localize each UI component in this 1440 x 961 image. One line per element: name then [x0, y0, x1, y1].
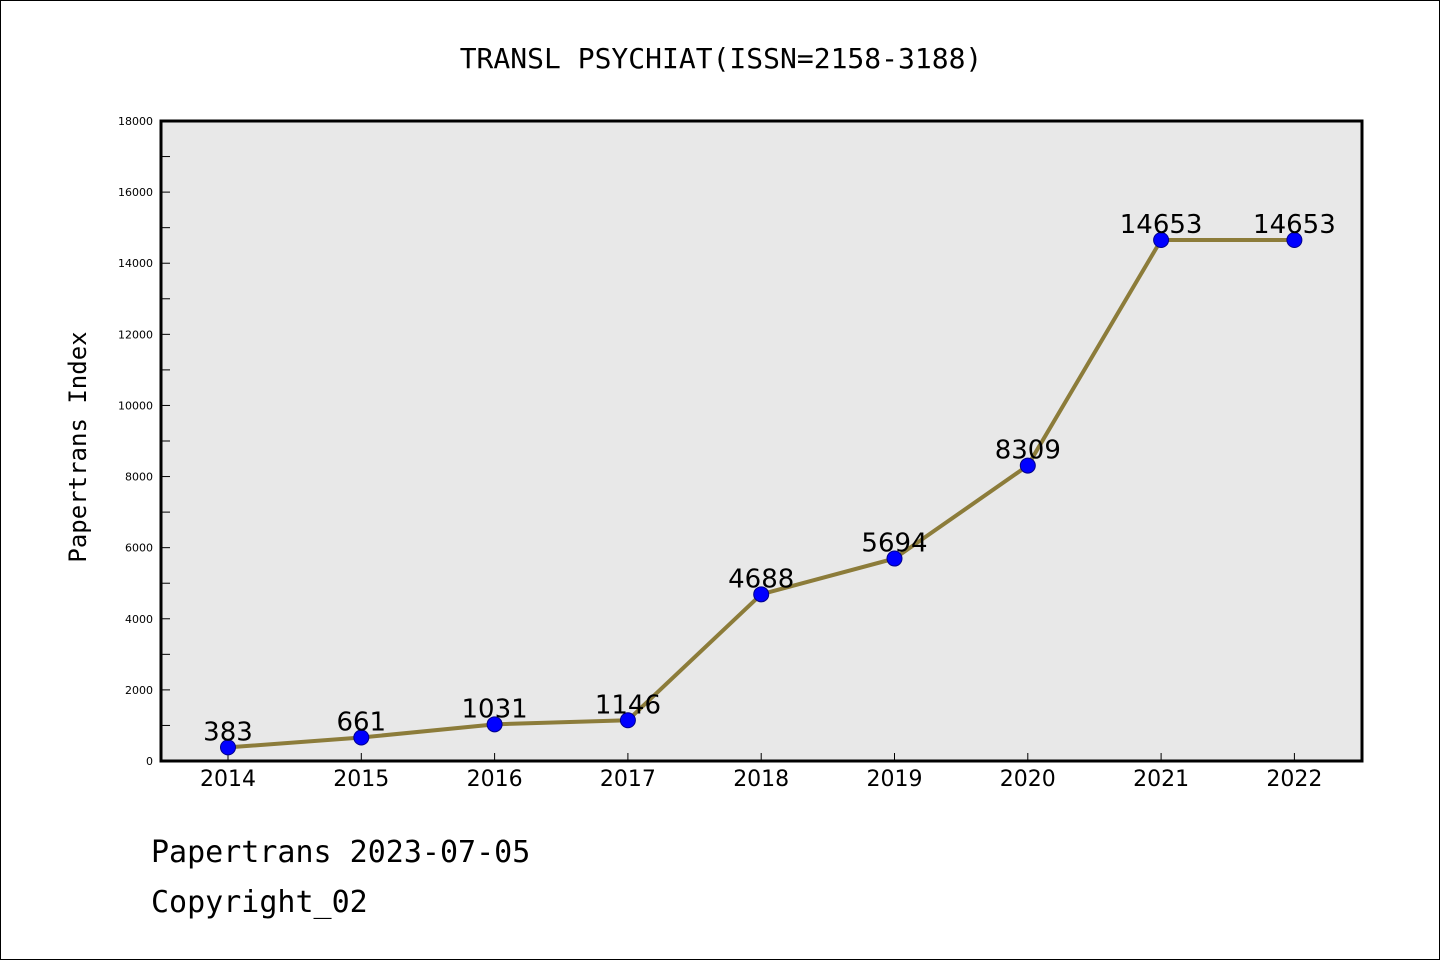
chart-title: TRANSL PSYCHIAT(ISSN=2158-3188) [460, 42, 983, 75]
plot-area [159, 119, 1364, 763]
data-label: 14653 [1253, 210, 1336, 240]
x-tick-label: 2014 [200, 767, 256, 792]
data-label: 661 [336, 707, 386, 737]
y-tick-label: 0 [146, 755, 153, 768]
data-point [220, 739, 236, 756]
x-tick-label: 2022 [1266, 767, 1322, 792]
data-label: 8309 [995, 436, 1061, 466]
data-point [353, 729, 370, 746]
footer-copyright-text: Copyright_02 [151, 885, 368, 920]
data-point [619, 712, 636, 729]
data-point [1153, 232, 1170, 249]
x-tick-label: 2015 [333, 767, 389, 792]
y-tick-label: 4000 [125, 613, 153, 626]
data-label: 5694 [861, 529, 927, 559]
data-label: 14653 [1120, 210, 1203, 240]
y-tick-label: 10000 [118, 399, 153, 412]
data-label: 1146 [595, 690, 661, 720]
x-tick-label: 2018 [733, 767, 789, 792]
x-tick-label: 2016 [467, 767, 523, 792]
y-tick-label: 14000 [118, 257, 153, 270]
data-point [1019, 457, 1036, 474]
data-point [753, 586, 770, 603]
y-tick-label: 18000 [118, 115, 153, 128]
x-tick-label: 2017 [600, 767, 656, 792]
y-tick-label: 8000 [125, 471, 153, 484]
x-tick-label: 2021 [1133, 767, 1189, 792]
footer-date-text: Papertrans 2023-07-05 [151, 835, 531, 870]
y-axis-label: Papertrans Index [64, 331, 92, 562]
data-label: 4688 [728, 564, 794, 594]
series-group: 383 661 1031 1146 4688 5694 8309 14653 14653 [203, 210, 1336, 756]
y-tick-label: 16000 [118, 186, 153, 199]
y-tick-label: 12000 [118, 328, 153, 341]
x-tick-label: 2020 [1000, 767, 1056, 792]
data-point [886, 550, 903, 567]
data-point [1286, 232, 1303, 249]
x-axis: 2014 2015 2016 2017 2018 2019 2020 2021 2022 [200, 753, 1322, 792]
data-label: 383 [203, 717, 253, 747]
y-tick-label: 2000 [125, 684, 153, 697]
data-label: 1031 [462, 694, 528, 724]
x-tick-label: 2019 [867, 767, 923, 792]
y-tick-label: 6000 [125, 542, 153, 555]
y-axis: 0 2000 4000 6000 8000 10000 12000 14000 16000 180… [118, 115, 170, 768]
data-point [486, 716, 503, 733]
